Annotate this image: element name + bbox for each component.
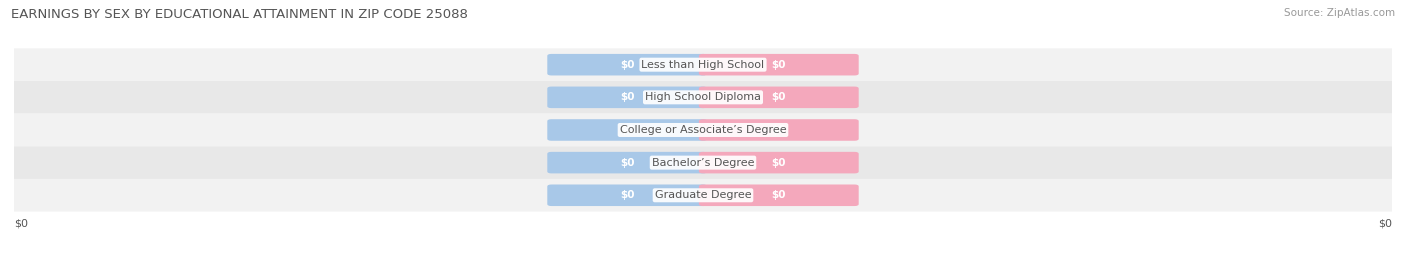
Text: $0: $0 [620,158,634,168]
FancyBboxPatch shape [699,152,859,173]
Text: $0: $0 [620,190,634,200]
Text: Bachelor’s Degree: Bachelor’s Degree [652,158,754,168]
Text: Less than High School: Less than High School [641,60,765,70]
FancyBboxPatch shape [6,179,1400,212]
Text: $0: $0 [620,125,634,135]
FancyBboxPatch shape [6,146,1400,179]
FancyBboxPatch shape [6,81,1400,114]
FancyBboxPatch shape [547,152,707,173]
Text: $0: $0 [14,219,28,229]
FancyBboxPatch shape [547,119,707,141]
Text: EARNINGS BY SEX BY EDUCATIONAL ATTAINMENT IN ZIP CODE 25088: EARNINGS BY SEX BY EDUCATIONAL ATTAINMEN… [11,8,468,21]
Text: $0: $0 [772,158,786,168]
FancyBboxPatch shape [699,87,859,108]
FancyBboxPatch shape [699,184,859,206]
FancyBboxPatch shape [6,48,1400,81]
FancyBboxPatch shape [6,114,1400,146]
FancyBboxPatch shape [699,119,859,141]
Text: High School Diploma: High School Diploma [645,92,761,102]
Text: College or Associate’s Degree: College or Associate’s Degree [620,125,786,135]
Text: Graduate Degree: Graduate Degree [655,190,751,200]
Text: $0: $0 [620,92,634,102]
FancyBboxPatch shape [699,54,859,76]
Text: $0: $0 [772,60,786,70]
Text: $0: $0 [772,190,786,200]
FancyBboxPatch shape [547,87,707,108]
FancyBboxPatch shape [547,54,707,76]
Text: $0: $0 [772,92,786,102]
Text: $0: $0 [1378,219,1392,229]
Text: $0: $0 [772,125,786,135]
Text: $0: $0 [620,60,634,70]
FancyBboxPatch shape [547,184,707,206]
Text: Source: ZipAtlas.com: Source: ZipAtlas.com [1284,8,1395,18]
